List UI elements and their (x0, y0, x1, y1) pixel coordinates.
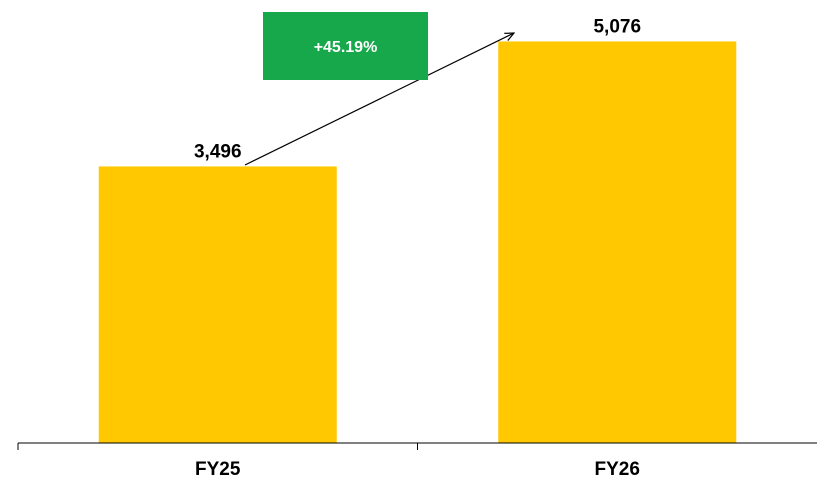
growth-arrow (244, 33, 514, 166)
bars-layer (98, 41, 737, 444)
data-label-fy25: 3,496 (194, 141, 242, 162)
growth-percentage-label: +45.19% (314, 39, 378, 56)
growth-badge (263, 12, 428, 80)
category-label-fy25: FY25 (195, 459, 241, 480)
category-labels: FY25 FY26 (195, 459, 640, 480)
bar-fy26 (498, 41, 737, 443)
data-labels: 3,496 5,076 (194, 16, 641, 162)
data-label-fy26: 5,076 (593, 16, 641, 37)
category-label-fy26: FY26 (595, 459, 640, 480)
bar-fy25 (98, 166, 337, 444)
x-axis-ticks (17, 443, 418, 450)
